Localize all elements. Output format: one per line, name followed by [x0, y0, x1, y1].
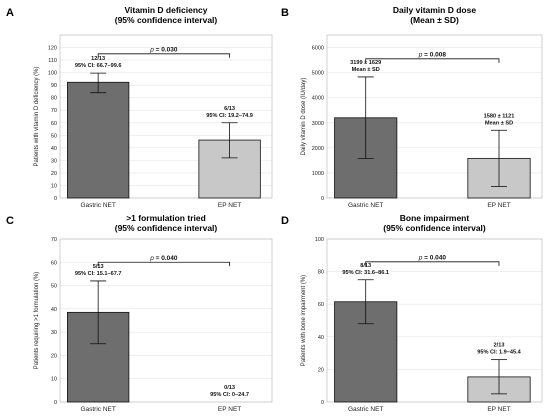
x-category-label: Gastric NET — [348, 406, 383, 413]
data-label-ci: 95% CI: 15.1–67.7 — [75, 271, 122, 277]
significance-bracket — [365, 58, 500, 63]
y-tick-label: 2000 — [312, 146, 324, 152]
panel-title-line: Daily vitamin D dose — [393, 5, 476, 15]
y-tick-label: 10 — [51, 183, 57, 189]
significance-bracket — [97, 261, 230, 267]
panel-title-line: (95% confidence interval) — [115, 223, 218, 233]
panel-title-line: Bone impairment — [400, 213, 470, 223]
y-tick-label: 40 — [318, 335, 324, 341]
plot-frame — [326, 238, 543, 403]
y-tick-label: 10 — [51, 377, 57, 383]
significance-bracket — [365, 261, 500, 266]
panel-a: A Vitamin D deficiency(95% confidence int… — [6, 5, 273, 209]
x-category-label: EP NET — [218, 202, 241, 209]
y-tick-label: 50 — [51, 284, 57, 290]
data-label-ci: 95% CI: 66.7–99.6 — [75, 63, 122, 69]
panel-letter: A — [6, 7, 14, 19]
y-tick-label: 5000 — [312, 71, 324, 77]
data-label-ci: 95% CI: 1.9–45.4 — [477, 350, 521, 356]
panel-letter: C — [6, 215, 14, 227]
y-tick-label: 20 — [51, 171, 57, 177]
panel-title-line: Vitamin D deficiency — [125, 5, 208, 15]
y-tick-label: 50 — [51, 133, 57, 139]
y-tick-label: 1000 — [312, 171, 324, 177]
y-tick-label: 70 — [51, 108, 57, 114]
data-label-ci: 95% CI: 31.6–86.1 — [342, 270, 389, 276]
y-tick-label: 0 — [54, 196, 57, 202]
y-tick-label: 3000 — [312, 121, 324, 127]
data-label-count: 6/13 — [224, 106, 235, 112]
y-tick-label: 120 — [48, 46, 57, 52]
plot-frame — [59, 34, 273, 199]
panel-title-line: (Mean ± SD) — [410, 15, 459, 25]
data-label-count: 5/13 — [93, 264, 104, 270]
y-tick-label: 110 — [48, 58, 57, 64]
y-axis-label: Patients with vitamin D deficiency (%) — [34, 66, 40, 166]
y-tick-label: 20 — [51, 353, 57, 359]
panel-title-line: (95% confidence interval) — [383, 223, 486, 233]
panel-b: B Daily vitamin D dose(Mean ± SD) 0 1000 200… — [281, 5, 543, 209]
y-tick-label: 40 — [51, 307, 57, 313]
y-tick-label: 90 — [51, 83, 57, 89]
y-tick-label: 40 — [51, 146, 57, 152]
y-tick-label: 30 — [51, 330, 57, 336]
panel-title-line: >1 formulation tried — [126, 213, 206, 223]
x-category-label: EP NET — [487, 202, 510, 209]
p-value-label: p = 0.040 — [149, 255, 178, 262]
panel-letter: B — [281, 7, 289, 19]
panel-c: C >1 formulation tried(95% confidence int… — [6, 213, 273, 413]
data-label-count: 0/13 — [224, 385, 235, 391]
plot-frame — [326, 34, 543, 199]
y-tick-label: 60 — [51, 260, 57, 266]
panel-letter: D — [281, 215, 289, 227]
panel-title-line: (95% confidence interval) — [115, 15, 218, 25]
data-label-count: 12/13 — [91, 56, 105, 62]
y-tick-label: 0 — [321, 400, 324, 406]
x-category-label: EP NET — [487, 406, 510, 413]
p-value-label: p = 0.040 — [418, 254, 447, 261]
y-tick-label: 6000 — [312, 46, 324, 52]
data-label-ci: 95% CI: 0–24.7 — [210, 392, 249, 398]
data-label-ci: Mean ± SD — [485, 120, 513, 126]
data-label-ci: 95% CI: 19.2–74.9 — [206, 113, 253, 119]
y-axis-label: Daily vitamin D dose (IU/day) — [301, 78, 307, 156]
y-tick-label: 60 — [318, 302, 324, 308]
y-tick-label: 30 — [51, 158, 57, 164]
data-label-count: 2/13 — [494, 343, 505, 349]
y-axis-label: Patients requiring >1 formulation (%) — [34, 272, 40, 370]
p-value-label: p = 0.030 — [149, 46, 178, 53]
y-tick-label: 80 — [318, 270, 324, 276]
y-axis-label: Patients with bone impairment (%) — [301, 275, 307, 366]
panel-d: D Bone impairment(95% confidence interval… — [281, 213, 543, 413]
x-category-label: Gastric NET — [348, 202, 383, 209]
x-category-label: Gastric NET — [80, 406, 115, 413]
bar-gastric — [67, 81, 130, 199]
x-category-label: Gastric NET — [80, 202, 115, 209]
y-tick-label: 100 — [48, 71, 57, 77]
p-value-label: p = 0.008 — [418, 51, 447, 58]
y-tick-label: 60 — [51, 121, 57, 127]
y-tick-label: 0 — [321, 196, 324, 202]
y-tick-label: 100 — [315, 237, 324, 243]
y-tick-label: 0 — [54, 400, 57, 406]
x-category-label: EP NET — [218, 406, 241, 413]
y-tick-label: 80 — [51, 96, 57, 102]
data-label-ci: Mean ± SD — [352, 67, 380, 73]
y-tick-label: 4000 — [312, 96, 324, 102]
plot-frame — [59, 238, 273, 403]
data-label-count: 1580 ± 1121 — [484, 113, 515, 119]
significance-bracket — [97, 53, 230, 58]
data-label-count: 3199 ± 1629 — [350, 60, 381, 66]
y-tick-label: 20 — [318, 367, 324, 373]
y-tick-label: 70 — [51, 237, 57, 243]
